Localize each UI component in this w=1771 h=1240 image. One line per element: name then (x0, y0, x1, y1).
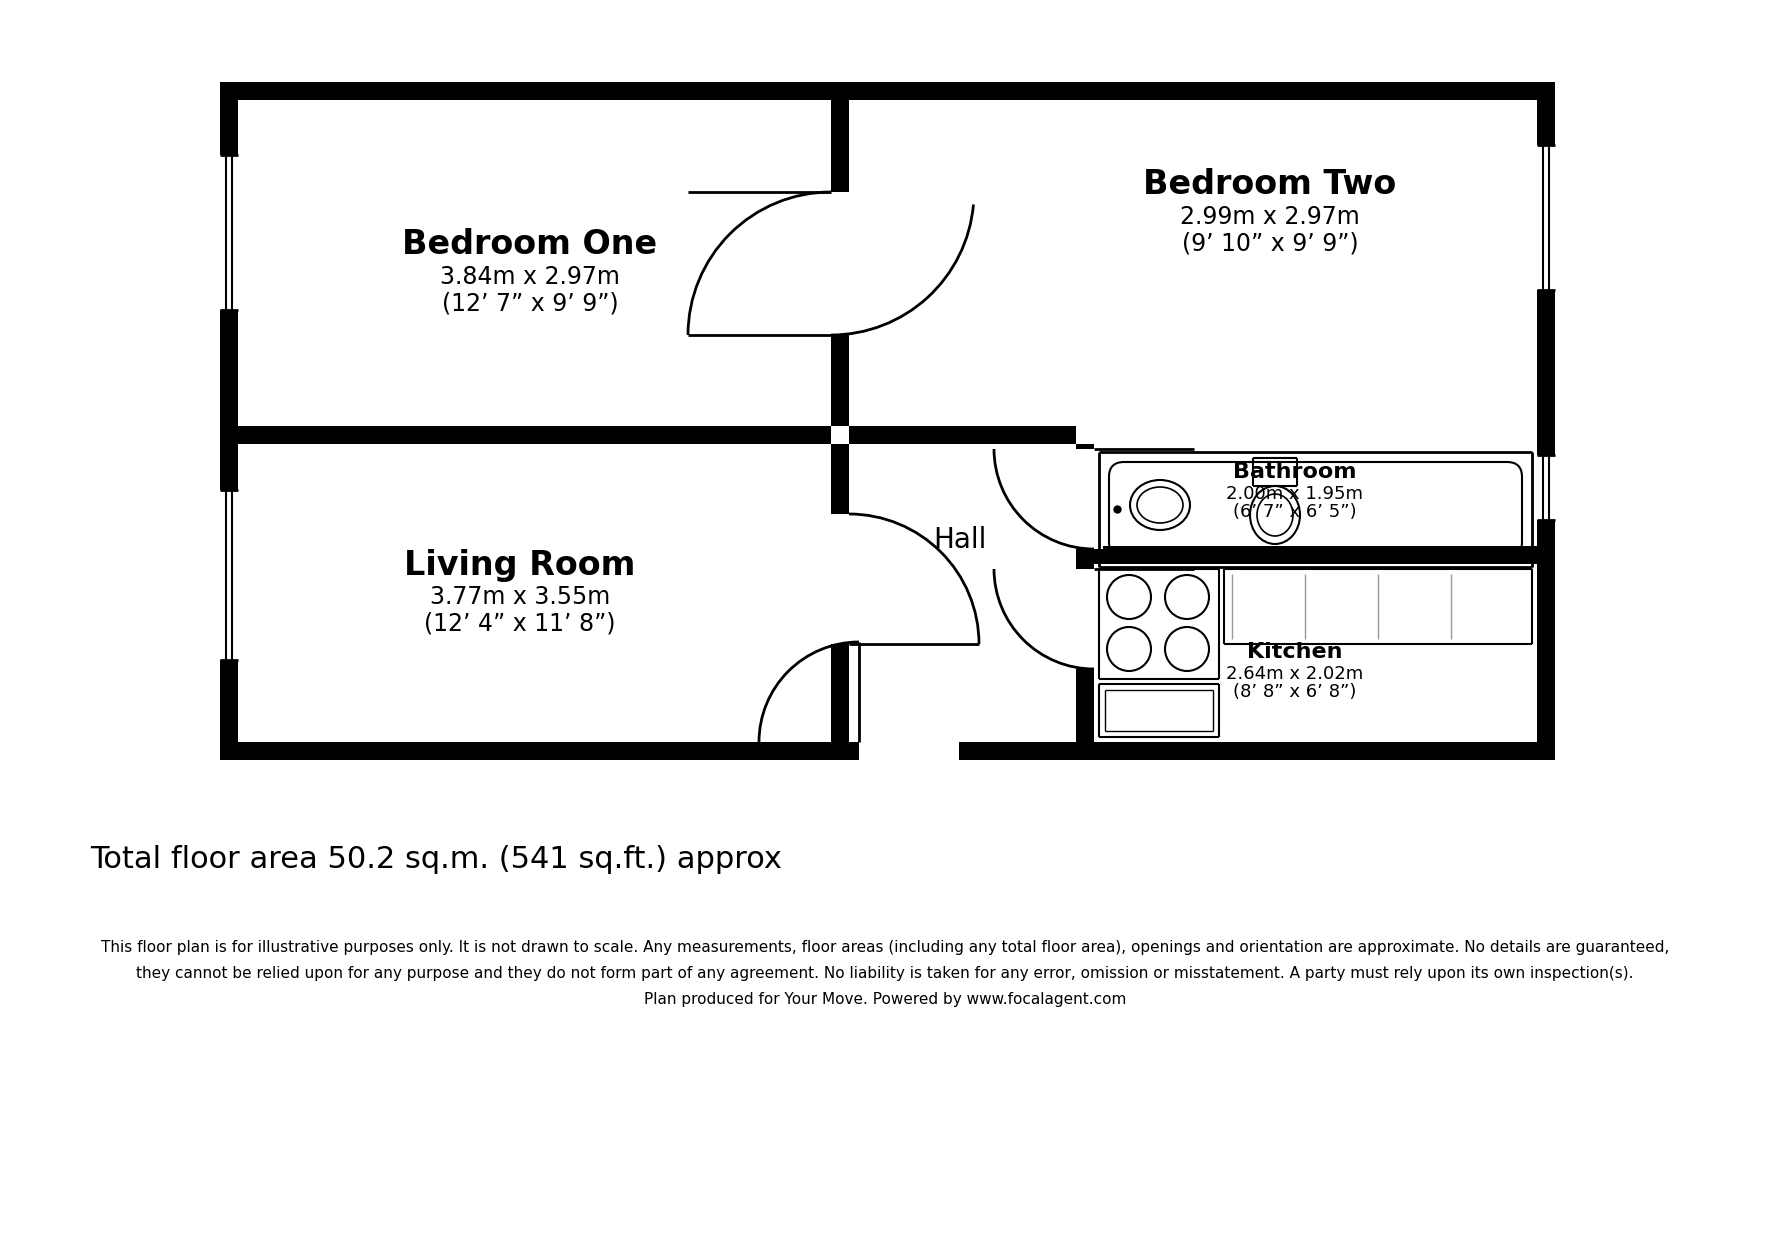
Polygon shape (220, 82, 237, 760)
Ellipse shape (1257, 494, 1293, 536)
Polygon shape (220, 155, 237, 310)
Text: 2.99m x 2.97m: 2.99m x 2.97m (1179, 205, 1360, 229)
Polygon shape (1066, 569, 1103, 670)
Polygon shape (220, 742, 848, 760)
Polygon shape (220, 82, 1555, 100)
Text: This floor plan is for illustrative purposes only. It is not drawn to scale. Any: This floor plan is for illustrative purp… (101, 940, 1670, 955)
Text: (12’ 4” x 11’ 8”): (12’ 4” x 11’ 8”) (425, 611, 616, 635)
Text: 3.77m x 3.55m: 3.77m x 3.55m (430, 585, 611, 609)
Polygon shape (848, 742, 1077, 760)
Text: Hall: Hall (933, 526, 986, 554)
Polygon shape (831, 444, 848, 515)
Polygon shape (1537, 82, 1555, 760)
Polygon shape (237, 427, 831, 444)
Text: (12’ 7” x 9’ 9”): (12’ 7” x 9’ 9”) (441, 291, 618, 315)
Ellipse shape (1250, 486, 1300, 544)
Polygon shape (1077, 742, 1555, 760)
Polygon shape (859, 740, 960, 763)
Polygon shape (848, 427, 1077, 444)
Text: (9’ 10” x 9’ 9”): (9’ 10” x 9’ 9”) (1181, 231, 1358, 255)
Text: Bedroom Two: Bedroom Two (1144, 169, 1397, 201)
Polygon shape (1537, 145, 1555, 290)
Ellipse shape (1137, 487, 1183, 523)
Polygon shape (220, 490, 237, 660)
Text: Plan produced for Your Move. Powered by www.focalagent.com: Plan produced for Your Move. Powered by … (645, 992, 1126, 1007)
Polygon shape (1094, 546, 1537, 564)
Text: 3.84m x 2.97m: 3.84m x 2.97m (439, 265, 620, 289)
Text: Kitchen: Kitchen (1247, 642, 1342, 662)
Text: 2.00m x 1.95m: 2.00m x 1.95m (1227, 485, 1364, 503)
Polygon shape (1537, 455, 1555, 520)
Text: they cannot be relied upon for any purpose and they do not form part of any agre: they cannot be relied upon for any purpo… (136, 966, 1635, 981)
Polygon shape (1077, 444, 1094, 742)
Polygon shape (831, 644, 848, 742)
Text: Living Room: Living Room (404, 548, 636, 582)
Text: (8’ 8” x 6’ 8”): (8’ 8” x 6’ 8”) (1233, 683, 1357, 701)
Text: Bedroom One: Bedroom One (402, 228, 657, 262)
Ellipse shape (1130, 480, 1190, 529)
Text: Bathroom: Bathroom (1233, 463, 1357, 482)
Polygon shape (1066, 449, 1103, 549)
Polygon shape (831, 100, 848, 192)
Text: Total floor area 50.2 sq.m. (541 sq.ft.) approx: Total floor area 50.2 sq.m. (541 sq.ft.)… (90, 844, 781, 874)
Text: 2.64m x 2.02m: 2.64m x 2.02m (1226, 665, 1364, 683)
Polygon shape (831, 335, 848, 427)
Text: (6’ 7” x 6’ 5”): (6’ 7” x 6’ 5”) (1233, 503, 1357, 521)
